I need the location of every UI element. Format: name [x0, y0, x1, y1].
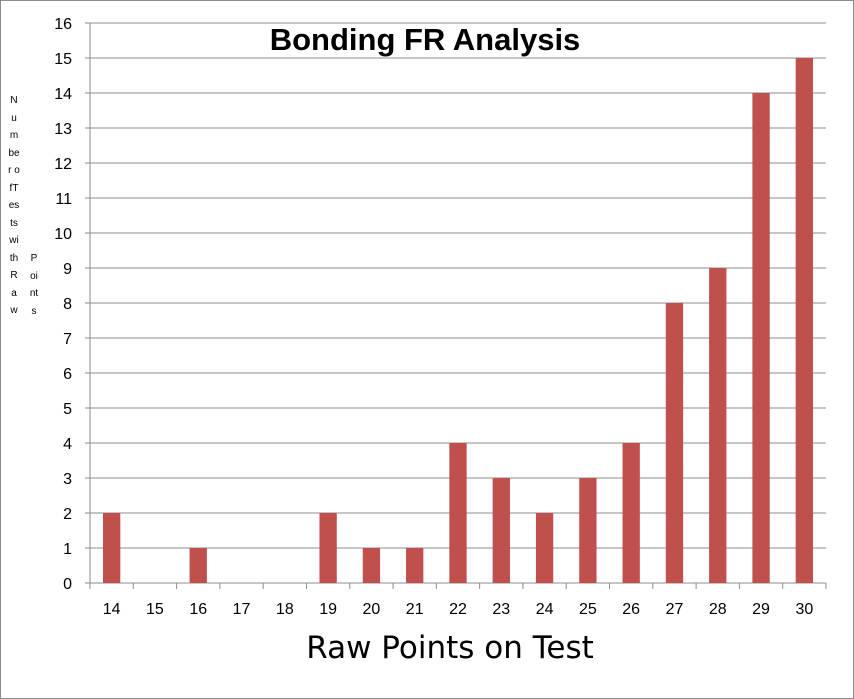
bar: [319, 513, 337, 583]
x-tick-label: 25: [579, 601, 597, 618]
y-tick-label: 1: [63, 541, 72, 558]
bar: [449, 443, 467, 583]
x-tick-label: 18: [276, 601, 294, 618]
y-tick-label: 2: [63, 506, 72, 523]
y-tick-label: 12: [54, 156, 72, 173]
y-tick-label: 0: [63, 576, 72, 593]
y-tick-label: 6: [63, 366, 72, 383]
y-tick-label: 16: [54, 16, 72, 33]
bar: [189, 548, 207, 583]
bar: [709, 268, 727, 583]
bar: [665, 303, 684, 583]
bar: [752, 93, 770, 583]
y-axis-label: Number ofTests with Raw Points: [8, 92, 48, 522]
x-tick-label: 26: [622, 601, 640, 618]
chart-title: Bonding FR Analysis: [269, 22, 581, 57]
y-tick-label: 9: [63, 261, 72, 278]
bar: [795, 58, 814, 583]
y-tick-label: 5: [63, 401, 72, 418]
bar: [406, 548, 424, 583]
x-tick-label: 21: [406, 601, 424, 618]
bar: [535, 513, 554, 583]
y-tick-label: 8: [63, 296, 72, 313]
x-tick-label: 28: [709, 601, 727, 618]
x-tick-label: 16: [189, 601, 207, 618]
x-tick-label: 22: [449, 601, 467, 618]
bar: [492, 478, 510, 583]
x-tick-label: 27: [666, 601, 684, 618]
y-axis-label-col-2: Points: [29, 253, 39, 317]
x-axis-label: Raw Points on Test: [306, 630, 594, 666]
y-tick-label: 13: [54, 121, 72, 138]
x-tick-label: 30: [795, 601, 813, 618]
y-tick-label: 15: [54, 51, 72, 68]
x-tick-label: 24: [536, 601, 554, 618]
x-tick-label: 17: [233, 601, 251, 618]
y-tick-label: 3: [63, 471, 72, 488]
y-tick-label: 11: [55, 191, 72, 208]
y-tick-label: 4: [63, 436, 72, 453]
y-tick-label: 7: [63, 331, 72, 348]
bar: [622, 443, 640, 583]
x-tick-label: 20: [363, 601, 381, 618]
y-tick-label: 14: [54, 86, 72, 103]
x-tick-label: 29: [752, 601, 770, 618]
x-tick-label: 23: [492, 601, 510, 618]
bar: [102, 513, 121, 583]
bar: [362, 548, 381, 583]
x-tick-label: 19: [319, 601, 337, 618]
bar: [579, 478, 597, 583]
x-tick-label: 15: [146, 601, 164, 618]
y-tick-label: 10: [54, 226, 72, 243]
x-tick-label: 14: [103, 601, 121, 618]
y-axis-label-col-1: Number ofTests with Raw: [8, 95, 20, 316]
